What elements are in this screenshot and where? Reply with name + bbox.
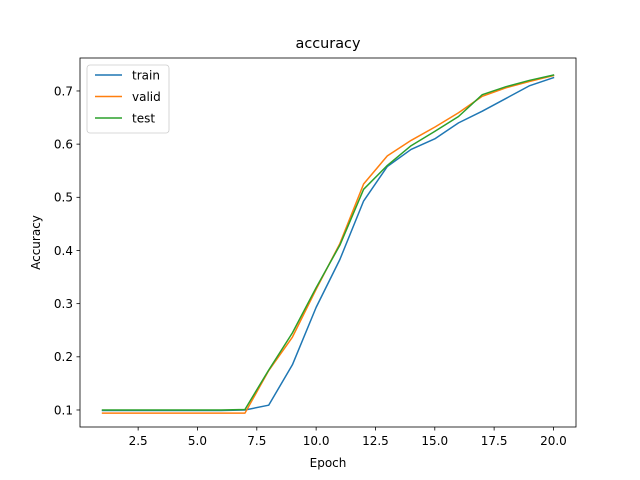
x-axis-label: Epoch xyxy=(310,456,347,470)
legend-label-test: test xyxy=(132,111,155,125)
y-tick-label: 0.1 xyxy=(54,403,73,417)
x-tick-label: 5.0 xyxy=(188,434,207,448)
legend-label-valid: valid xyxy=(132,90,161,104)
legend-box xyxy=(86,64,170,134)
series-line-valid xyxy=(101,74,555,414)
legend: train valid test xyxy=(86,64,170,134)
plot-area-frame xyxy=(79,57,577,428)
y-tick-label: 0.2 xyxy=(54,350,73,364)
x-axis: 2.5 5.0 7.5 10.0 12.5 15.0 17.5 20.0 xyxy=(129,427,567,448)
series-line-train xyxy=(101,76,555,412)
y-tick-label: 0.6 xyxy=(54,137,73,151)
y-tick-label: 0.4 xyxy=(54,244,73,258)
chart-title: accuracy xyxy=(296,36,361,52)
legend-label-train: train xyxy=(132,68,160,82)
x-tick-label: 20.0 xyxy=(540,434,567,448)
series-line-test xyxy=(101,74,555,411)
x-tick-label: 2.5 xyxy=(129,434,148,448)
x-tick-label: 10.0 xyxy=(303,434,330,448)
y-axis-label: Accuracy xyxy=(29,215,43,270)
x-tick-label: 7.5 xyxy=(247,434,266,448)
x-tick-label: 17.5 xyxy=(481,434,508,448)
y-tick-label: 0.7 xyxy=(54,84,73,98)
y-tick-label: 0.5 xyxy=(54,191,73,205)
x-tick-label: 12.5 xyxy=(362,434,389,448)
y-axis: 0.1 0.2 0.3 0.4 0.5 0.6 0.7 xyxy=(54,84,80,417)
y-tick-label: 0.3 xyxy=(54,297,73,311)
x-tick-label: 15.0 xyxy=(421,434,448,448)
series-layer xyxy=(101,74,555,414)
